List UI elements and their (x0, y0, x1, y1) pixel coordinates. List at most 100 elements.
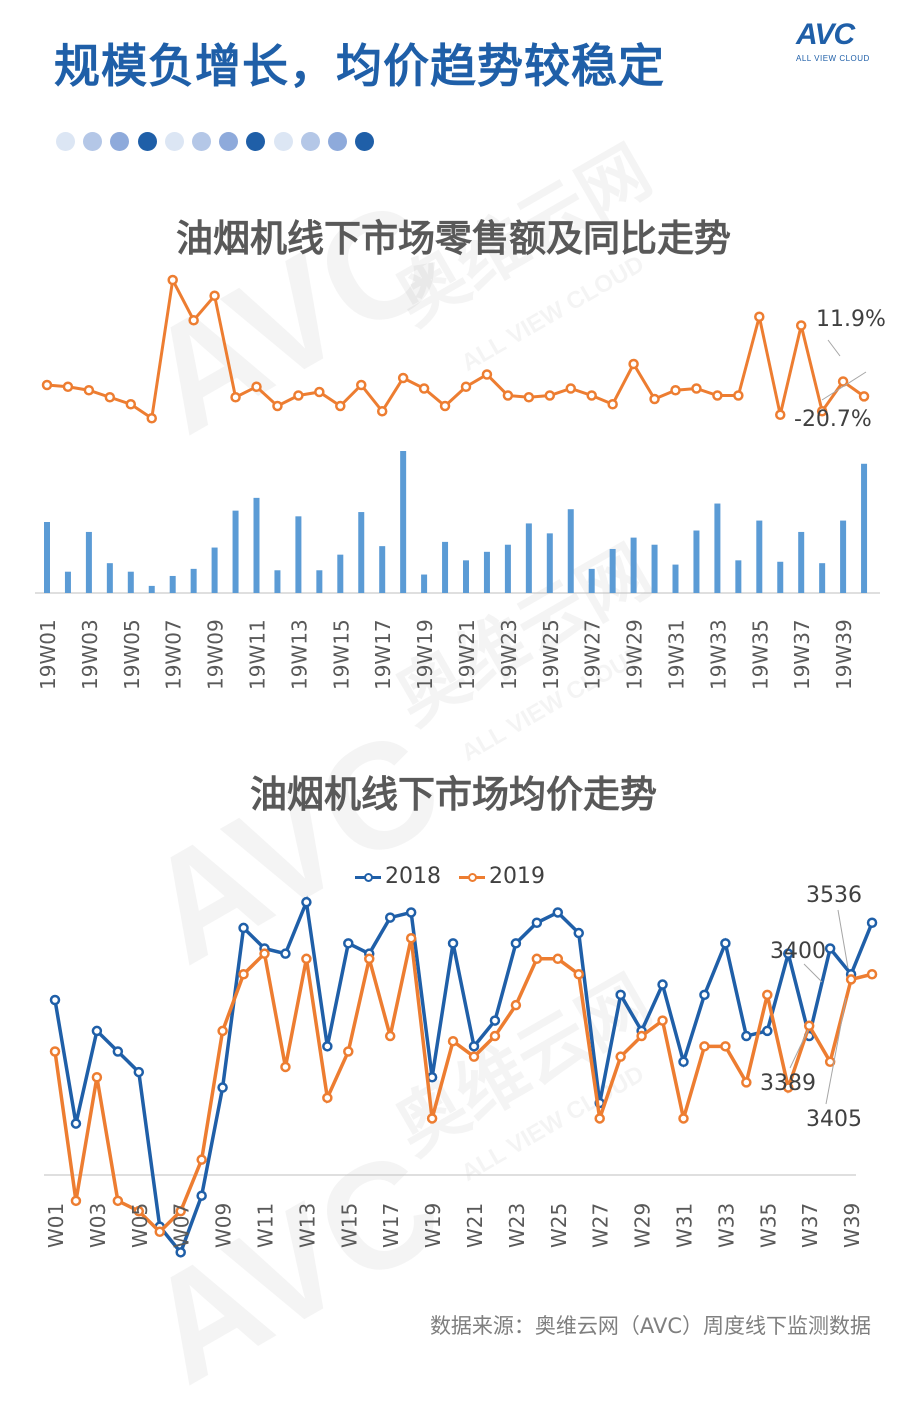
chart1-tick-label: 19W19 (413, 619, 437, 690)
decor-dot (56, 132, 75, 151)
legend-item-2019: 2019 (459, 864, 545, 889)
logo-mark: AVC (796, 18, 855, 51)
chart1-tick-label: 19W27 (581, 619, 605, 690)
decor-dot (355, 132, 375, 151)
retail-bar (316, 570, 323, 593)
yoy-point (754, 311, 765, 322)
price-point-2019 (196, 1154, 207, 1165)
price-point-2019 (426, 1113, 438, 1124)
avc-logo: AVC ALL VIEW CLOUD (796, 20, 896, 70)
retail-bar (253, 497, 260, 593)
chart2-tick-label: W25 (547, 1203, 571, 1248)
price-point-2019 (112, 1195, 124, 1207)
decor-dot (300, 132, 320, 151)
legend-swatch-2018 (355, 872, 381, 882)
price-point-2019 (720, 1041, 731, 1052)
price-point-2018 (468, 1041, 480, 1052)
price-point-2018 (489, 1015, 501, 1026)
yoy-point (586, 390, 597, 401)
chart2-tick-label: W07 (170, 1203, 194, 1248)
retail-bar (483, 551, 490, 593)
price-point-2019 (154, 1226, 165, 1237)
chart2-tick-label: W31 (673, 1203, 697, 1248)
chart2-tick-label: W17 (379, 1203, 403, 1248)
retail-bar (651, 544, 658, 593)
yoy-annotation-low: -20.7% (794, 407, 872, 432)
price-point-2019 (447, 1035, 459, 1047)
yoy-point (775, 409, 786, 420)
chart1-tick-label: 19W33 (706, 619, 730, 690)
retail-bar (756, 520, 763, 593)
price-point-2018 (678, 1056, 689, 1068)
yoy-annotation-high: 11.9% (816, 307, 886, 332)
chart2-tick-label: W13 (295, 1203, 319, 1248)
price-annotation-3536: 3536 (806, 883, 862, 908)
chart1-tick-label: 19W01 (36, 619, 60, 690)
chart1-tick-label: 19W03 (78, 619, 102, 690)
chart1-tick-label: 19W35 (748, 619, 772, 690)
yoy-point (356, 379, 367, 391)
decor-dot (273, 132, 293, 151)
price-point-2018 (175, 1247, 186, 1258)
retail-bar (525, 523, 532, 593)
chart1-tick-label: 19W39 (832, 619, 856, 690)
chart2-tick-label: W29 (631, 1203, 655, 1248)
yoy-point (167, 274, 178, 286)
price-point-2018 (720, 938, 731, 949)
chart2-tick-label: W35 (756, 1203, 780, 1248)
price-point-2019 (845, 974, 857, 985)
retail-bar (630, 537, 637, 593)
yoy-point (502, 390, 514, 401)
yoy-leader-low (821, 371, 867, 401)
retail-bar (798, 531, 805, 593)
retail-bar (400, 451, 407, 593)
yoy-point (649, 393, 660, 405)
price-point-2019 (301, 953, 312, 965)
chart2-tick-label: W05 (128, 1203, 152, 1248)
chart1-tick-label: 19W29 (623, 619, 647, 690)
price-point-2019 (803, 1020, 815, 1031)
retail-bar (64, 571, 71, 593)
price-point-2019 (741, 1077, 752, 1088)
chart1-tick-label: 19W15 (329, 619, 353, 690)
price-point-2019 (594, 1113, 605, 1124)
chart1-tick-label: 19W07 (162, 619, 186, 690)
price-point-2018 (196, 1190, 207, 1201)
price-leader-3536 (837, 909, 849, 969)
price-point-2019 (238, 969, 249, 980)
retail-bar (274, 570, 281, 593)
price-point-2019 (91, 1072, 103, 1083)
chart1-tick-label: 19W25 (539, 619, 563, 690)
price-point-2019 (322, 1092, 333, 1104)
price-point-2019 (405, 932, 417, 944)
yoy-point (146, 413, 157, 424)
yoy-point (251, 381, 262, 392)
price-series-line-2018 (53, 895, 874, 1256)
price-point-2019 (175, 1205, 186, 1217)
price-point-2018 (824, 943, 836, 954)
yoy-point (712, 390, 723, 401)
price-leader-3400 (803, 963, 823, 983)
price-point-2019 (364, 953, 375, 965)
yoy-point (733, 390, 744, 401)
price-point-2019 (531, 953, 543, 965)
price-point-2018 (615, 989, 626, 1001)
retail-bar (609, 548, 616, 593)
chart2-tick-label: W39 (840, 1203, 864, 1248)
yoy-point (335, 400, 346, 412)
price-point-2018 (49, 994, 61, 1006)
retail-bar (106, 563, 113, 593)
chart1-tick-label: 19W37 (790, 619, 814, 690)
yoy-point (795, 320, 807, 331)
price-point-2019 (49, 1046, 61, 1057)
yoy-point (41, 379, 53, 391)
price-point-2019 (384, 1030, 396, 1042)
yoy-point (670, 385, 681, 396)
logo-subtitle: ALL VIEW CLOUD (796, 54, 870, 63)
chart1-tick-label: 19W31 (665, 619, 689, 690)
price-point-2019 (573, 969, 584, 980)
retail-bar (295, 516, 302, 593)
retail-bar (358, 512, 365, 593)
price-point-2019 (678, 1113, 689, 1124)
chart1-tick-label: 19W23 (497, 619, 521, 690)
